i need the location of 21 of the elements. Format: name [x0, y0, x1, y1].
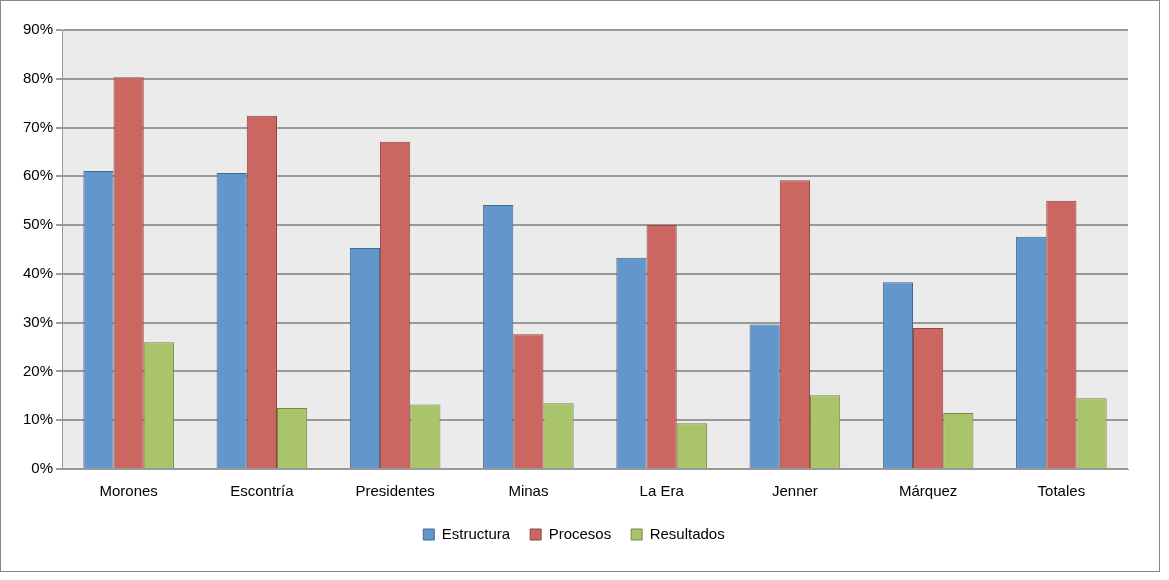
legend-label: Procesos [548, 524, 612, 542]
legend-label: Estructura [441, 524, 511, 542]
y-tick-label: 30% [22, 312, 54, 330]
y-tick-label: 80% [22, 68, 54, 86]
x-tick-label: Presidentes [355, 482, 435, 500]
x-tick-label: La Era [639, 482, 685, 500]
x-tick-label: Minas [508, 482, 549, 500]
legend-label: Resultados [649, 524, 725, 542]
y-tick-label: 20% [22, 361, 54, 379]
y-tick-label: 0% [31, 459, 54, 477]
x-tick-label: Totales [1037, 482, 1086, 500]
x-tick-label: Escontría [230, 482, 295, 500]
y-tick-label: 70% [22, 117, 54, 135]
y-tick-label: 60% [22, 166, 54, 184]
x-tick-label: Márquez [898, 482, 958, 500]
y-tick-label: 90% [22, 20, 54, 38]
y-tick-label: 40% [22, 264, 54, 282]
x-tick-label: Morones [99, 482, 158, 500]
y-tick-label: 50% [22, 215, 54, 233]
x-tick-label: Jenner [771, 482, 818, 500]
y-tick-label: 10% [22, 410, 54, 428]
